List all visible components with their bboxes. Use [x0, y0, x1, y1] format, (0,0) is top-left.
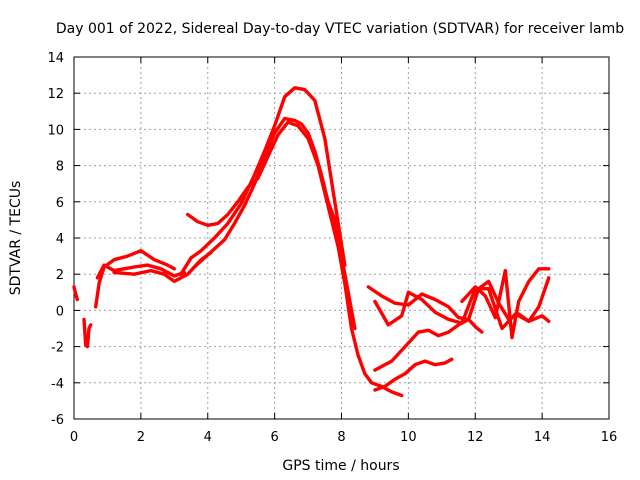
y-tick-label: 6: [56, 196, 64, 211]
series-arc-e: [179, 86, 347, 276]
series-arc-d: [95, 263, 187, 280]
series-layer: [72, 86, 551, 398]
x-tick-label: 16: [601, 430, 618, 445]
x-tick-label: 8: [337, 430, 345, 445]
x-tick-label: 4: [204, 430, 212, 445]
x-tick-label: 14: [534, 430, 551, 445]
series-arc-j: [373, 317, 484, 372]
y-tick-label: 14: [47, 51, 64, 66]
y-tick-label: 4: [56, 232, 64, 247]
x-tick-label: 0: [70, 430, 78, 445]
chart-title: Day 001 of 2022, Sidereal Day-to-day VTE…: [56, 21, 624, 37]
x-tick-label: 12: [467, 430, 484, 445]
series-arc-h: [185, 120, 404, 398]
series-arc-l: [373, 287, 551, 331]
y-axis-label: SDTVAR / TECUs: [8, 181, 24, 296]
x-axis-label: GPS time / hours: [282, 458, 399, 474]
y-tick-label: 10: [47, 123, 64, 138]
x-tick-label: 10: [400, 430, 417, 445]
series-arc-g: [112, 250, 213, 284]
series-arc-i: [373, 357, 454, 392]
y-tick-label: 8: [56, 160, 64, 175]
y-tick-label: -4: [51, 377, 64, 392]
y-tick-label: -2: [51, 341, 64, 356]
series-arc-k: [366, 276, 551, 323]
series-arc-b: [82, 317, 93, 349]
x-tick-label: 2: [137, 430, 145, 445]
y-tick-label: 2: [56, 268, 64, 283]
series-arc-f: [192, 116, 357, 331]
y-tick-label: 0: [56, 304, 64, 319]
series-arc-m: [460, 267, 551, 340]
tick-layer: 0 2 4 6 8 10 12 14 16 -6 -4 -2 0 2 4 6 8 10 12 14: [47, 51, 617, 445]
x-tick-label: 6: [270, 430, 278, 445]
series-arc-c: [93, 248, 177, 309]
y-tick-label: 12: [47, 87, 64, 102]
series-arc-a: [72, 285, 80, 302]
y-tick-label: -6: [51, 413, 64, 428]
